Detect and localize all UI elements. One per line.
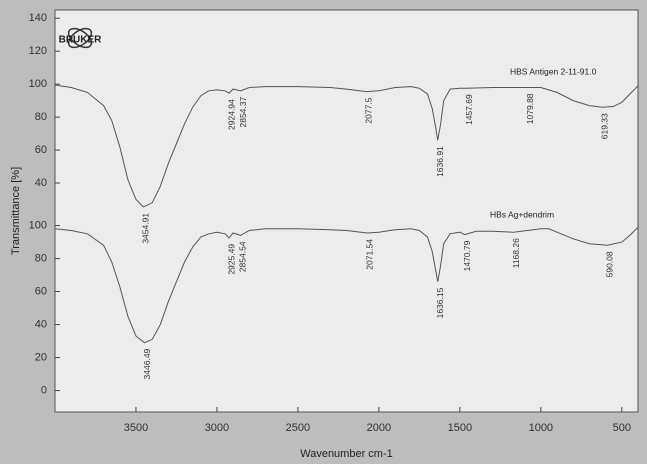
peak-label: 590.08 [604,251,614,277]
series-name: HBS Antigen 2-11-91.0 [510,66,597,76]
peak-label: 3446.49 [142,348,152,379]
peak-label: 2854.54 [238,241,248,272]
y-tick-label: 100 [29,219,47,231]
spectrum-line [54,226,639,344]
y-tick-label: 0 [41,384,47,396]
x-tick-label: 500 [613,422,631,434]
y-tick-label: 100 [29,78,47,90]
y-tick-label: 40 [35,177,47,189]
peak-label: 1457.69 [464,94,474,125]
series-name: HBs Ag+dendrim [490,209,554,219]
y-tick-label: 40 [35,318,47,330]
spectrum-line [54,84,639,208]
y-axis-label: Transmittance [%] [10,167,22,255]
x-tick-label: 3500 [124,422,148,434]
peak-label: 2077.5 [364,97,374,123]
peak-label: 619.33 [600,113,610,139]
x-tick-label: 2000 [367,422,391,434]
peak-label: 3454.91 [141,213,151,244]
y-tick-label: 120 [29,45,47,57]
x-tick-label: 1500 [448,422,472,434]
x-tick-label: 1000 [529,422,553,434]
logo: BRUKER [59,27,103,49]
y-tick-label: 60 [35,285,47,297]
x-tick-label: 2500 [286,422,310,434]
y-tick-label: 80 [35,111,47,123]
peak-label: 1079.88 [525,93,535,124]
peak-label: 2071.54 [365,239,375,270]
x-tick-label: 3000 [205,422,229,434]
y-tick-label: 60 [35,144,47,156]
peak-label: 2854.37 [238,96,248,127]
peak-label: 1636.91 [435,146,445,177]
x-axis-label: Wavenumber cm-1 [300,448,393,460]
peak-label: 2924.94 [226,99,236,130]
plot-area [54,9,639,413]
peak-label: 1168.26 [511,238,521,268]
logo-text: BRUKER [59,35,103,46]
y-tick-label: 80 [35,252,47,264]
y-tick-label: 20 [35,351,47,363]
peak-label: 1636.15 [435,287,445,318]
peak-label: 1470.79 [462,240,472,271]
peak-label: 2925.49 [226,244,236,275]
y-tick-label: 140 [29,12,47,24]
